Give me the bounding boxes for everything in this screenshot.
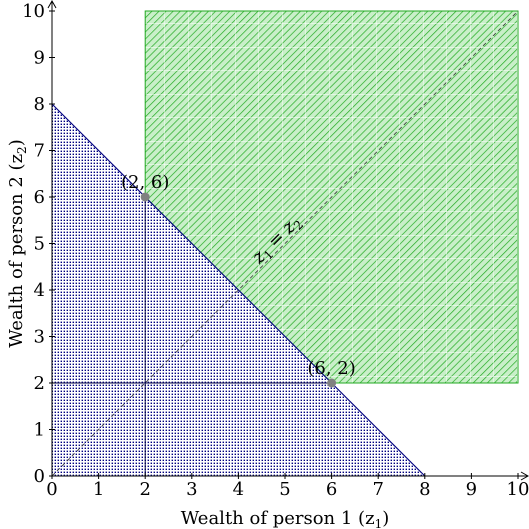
y-tick-label: 0 xyxy=(34,466,45,487)
y-tick-label: 8 xyxy=(34,94,45,115)
y-axis-title-sub: 2 xyxy=(15,146,29,154)
guides xyxy=(51,10,519,477)
x-axis-arrow xyxy=(520,471,529,481)
equality-diagonal xyxy=(51,10,519,477)
data-point-label: (6, 2) xyxy=(307,358,355,379)
data-point-label: (2, 6) xyxy=(121,172,169,193)
budget-line xyxy=(51,103,426,477)
x-tick-label: 3 xyxy=(186,479,197,500)
y-axis-arrow xyxy=(47,0,57,9)
y-tick-label: 10 xyxy=(22,1,45,22)
data-point xyxy=(140,192,150,202)
y-axis-title-text: Wealth of person 2 (z xyxy=(6,154,27,348)
x-tick-label: 1 xyxy=(93,479,104,500)
x-tick-label: 7 xyxy=(372,479,383,500)
x-axis-title-text: Wealth of person 1 (z xyxy=(181,508,375,529)
x-axis-title-close: ) xyxy=(382,508,389,529)
axes xyxy=(47,0,529,481)
x-tick-label: 8 xyxy=(419,479,430,500)
x-tick-label: 6 xyxy=(326,479,337,500)
y-tick-label: 9 xyxy=(34,48,45,69)
y-tick-label: 7 xyxy=(34,141,45,162)
x-tick-label: 4 xyxy=(233,479,244,500)
x-tick-label: 2 xyxy=(139,479,150,500)
marks: (2, 6) (6, 2) xyxy=(121,172,356,388)
y-axis-title-close: ) xyxy=(6,139,27,146)
x-tick-label: 0 xyxy=(46,479,57,500)
x-tick-label: 9 xyxy=(466,479,477,500)
x-tick-label: 5 xyxy=(279,479,290,500)
y-tick-label: 5 xyxy=(34,234,45,255)
ticks: 0 1 2 3 4 5 6 7 8 9 10 0 1 2 3 4 5 6 7 8 9 10 xyxy=(22,1,529,500)
y-tick-label: 6 xyxy=(34,187,45,208)
y-tick-label: 2 xyxy=(34,373,45,394)
x-axis-title-sub: 1 xyxy=(375,517,383,529)
x-tick-label: 10 xyxy=(507,479,529,500)
y-tick-label: 3 xyxy=(34,327,45,348)
y-tick-label: 4 xyxy=(34,280,45,301)
y-tick-label: 1 xyxy=(34,420,45,441)
data-point xyxy=(327,378,337,388)
y-axis-title: Wealth of person 2 (z2) xyxy=(6,139,29,347)
x-axis-title: Wealth of person 1 (z1) xyxy=(181,508,389,529)
